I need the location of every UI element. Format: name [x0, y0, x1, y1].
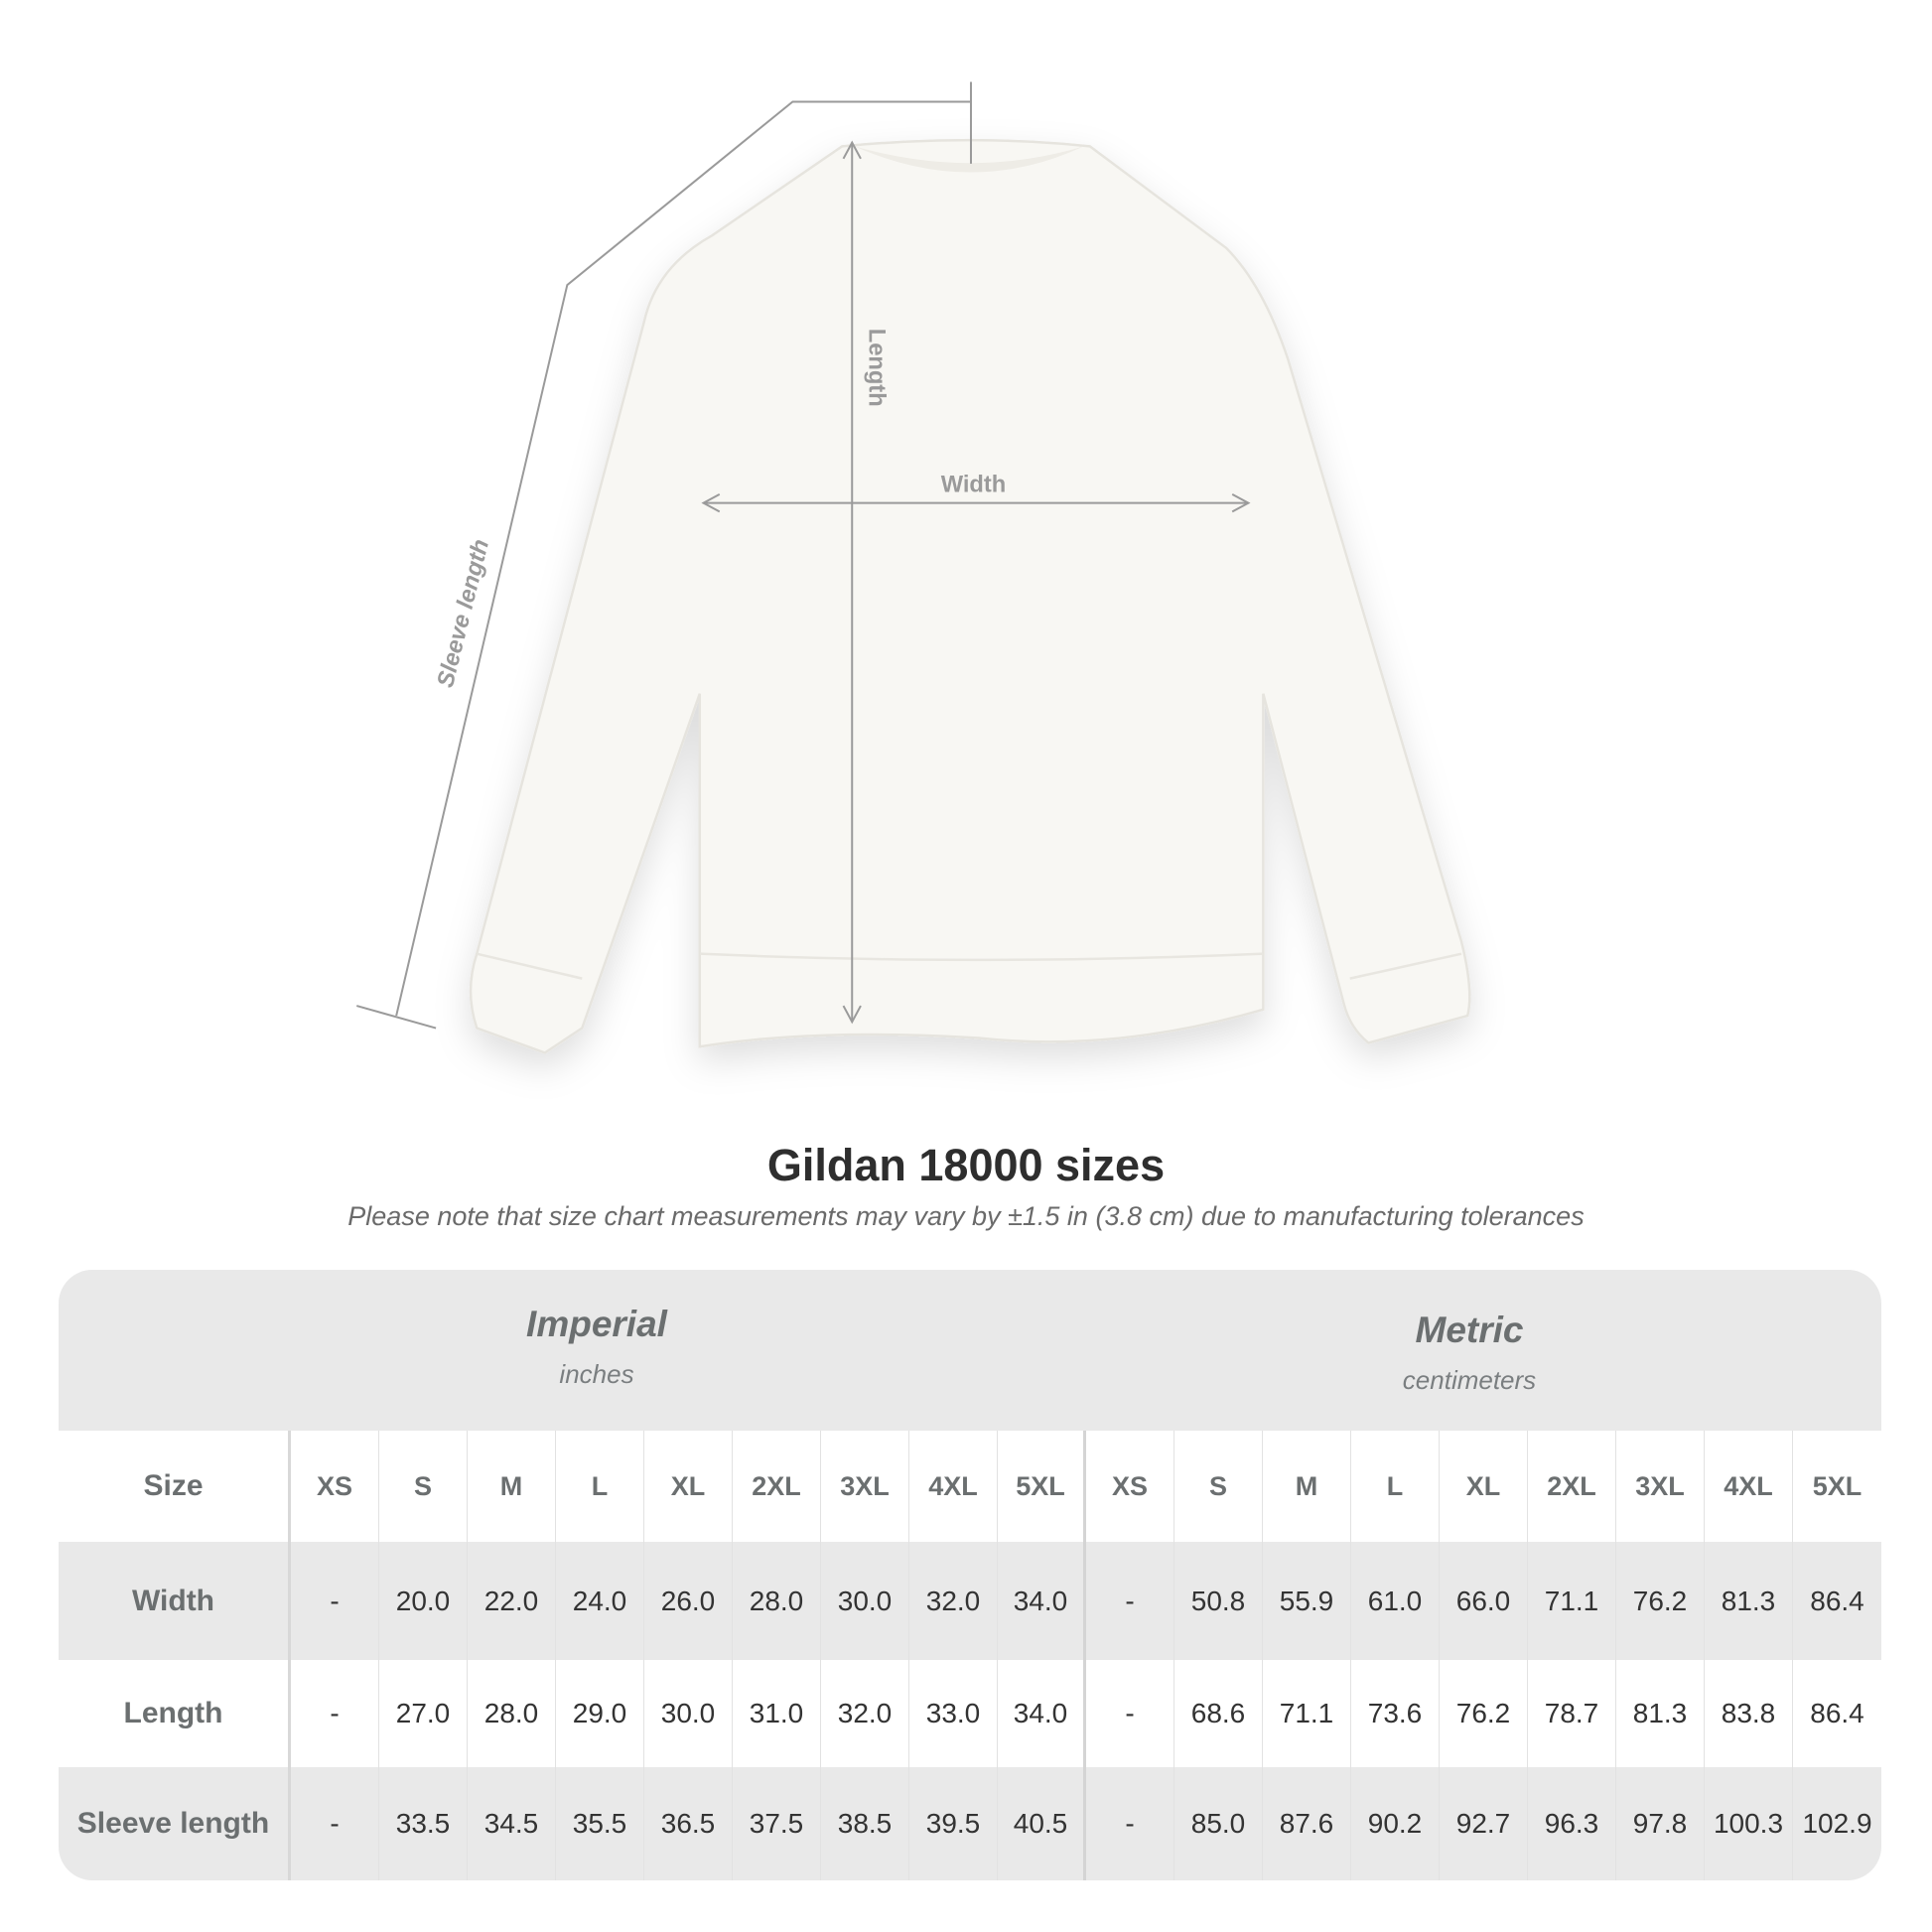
table-cell: 61.0: [1351, 1542, 1440, 1660]
metric-title: Metric: [1415, 1310, 1524, 1350]
size-chart-table: Imperial inches Metric centimeters Size …: [59, 1270, 1881, 1880]
sleeve-length-label: Sleeve length: [433, 537, 494, 690]
table-cell: 68.6: [1174, 1660, 1263, 1767]
size-label: Size: [59, 1431, 291, 1542]
sweatshirt-image: [469, 138, 1471, 1054]
table-cell: 30.0: [644, 1660, 733, 1767]
size-row: Size XS S M L XL 2XL 3XL 4XL 5XL XS S M L XL 2XL 3XL 4XL…: [59, 1431, 1881, 1542]
table-cell: 96.3: [1528, 1767, 1616, 1880]
table-row-length: Length -27.0 28.0 29.0 30.0 31.0 32.0 33.0 34.0-…: [59, 1660, 1881, 1767]
table-cell: 37.5: [733, 1767, 821, 1880]
measure-lines: [355, 81, 1251, 1030]
table-cell: 39.5: [909, 1767, 998, 1880]
tolerance-note: Please note that size chart measurements…: [347, 1201, 1585, 1231]
table-cell: 55.9: [1263, 1542, 1351, 1660]
size-header-cell: 2XL: [1528, 1431, 1616, 1542]
size-header-cell: XL: [1440, 1431, 1528, 1542]
table-cell: 38.5: [821, 1767, 909, 1880]
width-label: Width: [941, 472, 1007, 497]
table-cell: 34.0: [998, 1660, 1086, 1767]
table-cell: 92.7: [1440, 1767, 1528, 1880]
imperial-unit: inches: [559, 1359, 634, 1389]
table-cell: -: [1086, 1660, 1174, 1767]
table-cell: 20.0: [379, 1542, 468, 1660]
table-cell: 86.4: [1810, 1698, 1864, 1728]
size-header-cell: 4XL: [909, 1431, 998, 1542]
page-title: Gildan 18000 sizes: [766, 1140, 1166, 1190]
table-cell: 24.0: [556, 1542, 644, 1660]
table-cell: 28.0: [733, 1542, 821, 1660]
table-cell: 32.0: [821, 1660, 909, 1767]
sweatshirt-measurement-diagram: Length Width Sleeve length: [355, 81, 1471, 1054]
size-header-cell: L: [1351, 1431, 1440, 1542]
table-cell: 34.0: [998, 1542, 1086, 1660]
row-label: Sleeve length: [59, 1767, 291, 1880]
size-header-cell: 3XL: [821, 1431, 909, 1542]
table-cell: 34.5: [468, 1767, 556, 1880]
table-cell: 73.6: [1351, 1660, 1440, 1767]
size-header-cell: XL: [644, 1431, 733, 1542]
table-cell: 78.7: [1528, 1660, 1616, 1767]
table-cell: 26.0: [644, 1542, 733, 1660]
table-cell: 27.0: [379, 1660, 468, 1767]
table-cell: 102.9: [1802, 1808, 1872, 1839]
table-cell: -: [1086, 1542, 1174, 1660]
table-cell: 66.0: [1440, 1542, 1528, 1660]
table-cell: 36.5: [644, 1767, 733, 1880]
table-cell: 28.0: [468, 1660, 556, 1767]
table-cell: 85.0: [1174, 1767, 1263, 1880]
table-cell: 40.5: [998, 1767, 1086, 1880]
table-cell: 97.8: [1616, 1767, 1705, 1880]
table-cell: 31.0: [733, 1660, 821, 1767]
size-header-cell: 4XL: [1705, 1431, 1793, 1542]
table-cell: -: [291, 1767, 379, 1880]
size-header-cell: 2XL: [733, 1431, 821, 1542]
table-row-width: Width -20.0 22.0 24.0 26.0 28.0 30.0 32.0 34.0-5…: [59, 1542, 1881, 1660]
table-cell: -: [1086, 1767, 1174, 1880]
size-header-cell: S: [379, 1431, 468, 1542]
metric-unit: centimeters: [1402, 1365, 1537, 1395]
size-header-cell: S: [1174, 1431, 1263, 1542]
table-cell: 71.1: [1263, 1660, 1351, 1767]
length-label: Length: [864, 329, 890, 407]
table-row-sleeve-length: Sleeve length -33.5 34.5 35.5 36.5 37.5 38.5 39…: [59, 1767, 1881, 1880]
table-cell: 32.0: [909, 1542, 998, 1660]
size-header-cell: M: [1263, 1431, 1351, 1542]
table-cell: 30.0: [821, 1542, 909, 1660]
row-label: Length: [59, 1660, 291, 1767]
table-cell: -: [291, 1542, 379, 1660]
table-cell: 90.2: [1351, 1767, 1440, 1880]
imperial-header: Imperial inches: [299, 1304, 895, 1390]
size-header-cell: 3XL: [1616, 1431, 1705, 1542]
table-cell: 76.2: [1440, 1660, 1528, 1767]
table-cell: 22.0: [468, 1542, 556, 1660]
table-cell: 87.6: [1263, 1767, 1351, 1880]
size-header-cell: XS: [291, 1431, 379, 1542]
imperial-title: Imperial: [526, 1304, 667, 1344]
metric-header: Metric centimeters: [1172, 1310, 1767, 1396]
size-header-cell: 5XL: [1812, 1470, 1863, 1501]
table-cell: 29.0: [556, 1660, 644, 1767]
size-header-cell: M: [468, 1431, 556, 1542]
table-cell: 81.3: [1705, 1542, 1793, 1660]
table-cell: 86.4: [1810, 1585, 1864, 1616]
table-cell: -: [291, 1660, 379, 1767]
table-cell: 33.0: [909, 1660, 998, 1767]
table-cell: 50.8: [1174, 1542, 1263, 1660]
size-header-cell: XS: [1086, 1431, 1174, 1542]
size-header-cell: 5XL: [998, 1431, 1086, 1542]
size-header-cell: L: [556, 1431, 644, 1542]
table-cell: 71.1: [1528, 1542, 1616, 1660]
table-cell: 76.2: [1616, 1542, 1705, 1660]
table-cell: 83.8: [1705, 1660, 1793, 1767]
table-cell: 81.3: [1616, 1660, 1705, 1767]
table-cell: 35.5: [556, 1767, 644, 1880]
header-band: [59, 1270, 1881, 1431]
table-cell: 33.5: [379, 1767, 468, 1880]
row-label: Width: [59, 1542, 291, 1660]
table-cell: 100.3: [1705, 1767, 1793, 1880]
